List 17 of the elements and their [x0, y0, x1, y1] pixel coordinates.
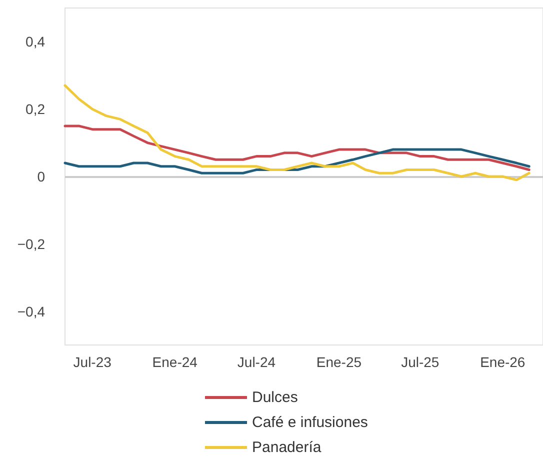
x-tick-label: Ene-24	[152, 354, 198, 370]
y-tick-label: 0,4	[26, 34, 46, 50]
line-series	[64, 124, 530, 172]
y-tick-label: 0	[37, 168, 46, 184]
x-tick-label: Jul-24	[237, 354, 276, 370]
line-series	[64, 84, 530, 182]
line-series	[64, 148, 530, 174]
x-tick-label: Jul-25	[401, 354, 440, 370]
legend-label: Panadería	[252, 439, 322, 456]
y-tick-label: −0,4	[17, 303, 46, 320]
legend-label: Café e infusiones	[252, 414, 368, 431]
x-tick-label: Jul-23	[73, 354, 112, 370]
x-tick-label: Ene-26	[480, 354, 526, 370]
y-tick-label: −0,2	[17, 236, 46, 252]
legend-label: Dulces	[252, 389, 298, 406]
y-tick-label: 0,2	[26, 101, 46, 118]
x-tick-label: Ene-25	[316, 354, 362, 370]
